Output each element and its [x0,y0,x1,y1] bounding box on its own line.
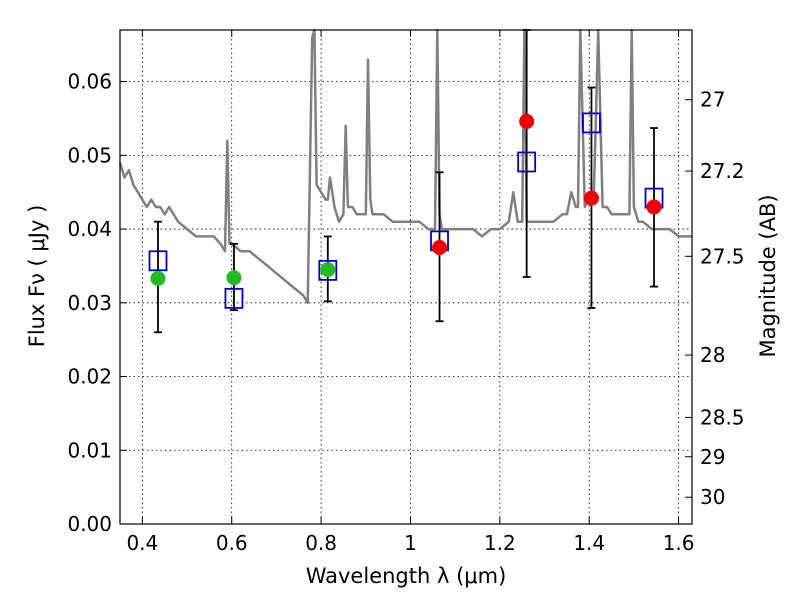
model-flux-square [318,259,338,281]
x-tick-label: 0.4 [126,531,158,555]
axis-ticks: 0.4 0.6 0.8 1 1.2 1.4 1.6 0.00 0.01 0.02 0.03 0.04 0… [67,30,745,555]
model-flux-square [224,287,244,309]
x-tick-label: 1.2 [484,531,516,555]
y-axis-label: Flux Fν ( μJy ) [25,205,49,348]
y-tick-label: 0.02 [67,365,112,389]
x-tick-label: 1 [404,531,417,555]
y2-tick-label: 27.2 [700,159,745,183]
y-tick-label: 0.04 [67,217,112,241]
x-tick-label: 1.4 [573,531,605,555]
red-flux-point [432,240,448,256]
model-flux-square [148,250,168,272]
y-tick-label: 0.00 [67,512,112,536]
plot-area [118,28,692,334]
y2-tick-label: 30 [700,485,725,509]
y2-tick-label: 27 [700,88,725,112]
red-flux-point [519,113,535,129]
grid [120,30,692,525]
x-axis-label: Wavelength λ (μm) [306,564,507,588]
green-flux-point [226,270,242,286]
plot-frame [119,29,693,525]
model-flux-square [517,151,537,173]
x-tick-label: 0.6 [216,531,248,555]
y-tick-label: 0.03 [67,291,112,315]
y2-axis-label: Magnitude (AB) [756,194,780,357]
green-flux-point [150,270,166,286]
green-flux-point [320,262,336,278]
y-tick-label: 0.05 [67,143,112,167]
model-spectrum-line [118,28,692,305]
y2-tick-label: 29 [700,445,725,469]
model-flux-square [582,112,601,134]
y-tick-label: 0.01 [67,438,112,462]
y2-tick-label: 27.5 [700,244,745,268]
x-tick-label: 1.6 [663,531,695,555]
y2-tick-label: 28.5 [700,405,745,429]
red-flux-point [583,190,599,206]
y2-tick-label: 28 [700,343,725,367]
y-tick-label: 0.06 [67,70,112,94]
red-flux-point [646,199,662,215]
x-tick-label: 0.8 [305,531,337,555]
